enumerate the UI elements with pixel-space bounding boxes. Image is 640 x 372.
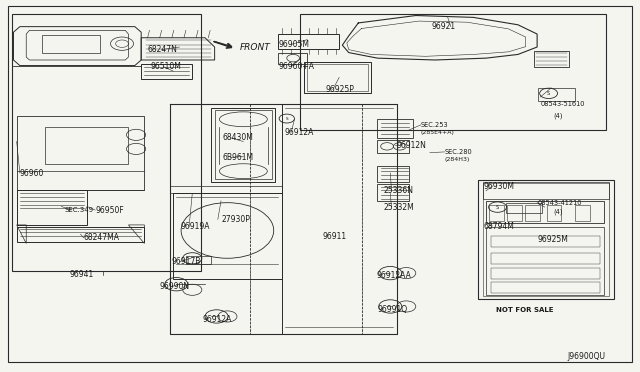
Bar [525,205,540,221]
Bar [486,201,604,223]
Text: SEC.253: SEC.253 [421,122,449,128]
Text: 08543-51610: 08543-51610 [540,102,585,108]
Text: 96925M: 96925M [537,235,568,244]
Text: 96921: 96921 [432,22,456,31]
Bar [17,116,145,190]
Text: 96919A: 96919A [180,222,211,231]
Text: SEC.349: SEC.349 [65,207,93,213]
Text: 6B961M: 6B961M [223,153,254,162]
Bar [300,14,606,131]
Text: 96960+A: 96960+A [278,62,314,71]
Text: 96912A: 96912A [202,315,232,324]
Text: S: S [547,91,550,96]
Bar [483,183,609,296]
Text: 96941: 96941 [70,270,94,279]
Text: 96912AA: 96912AA [376,271,411,280]
Text: (4): (4) [553,209,563,215]
Text: 96917B: 96917B [172,257,201,266]
Text: 27930P: 27930P [221,215,250,224]
Text: 08543-41210: 08543-41210 [537,200,582,206]
Text: SEC.280: SEC.280 [445,149,472,155]
Bar [575,205,590,221]
Bar [507,205,522,221]
Text: 96510M: 96510M [151,62,182,71]
Text: 96912N: 96912N [397,141,426,150]
Text: 96991Q: 96991Q [378,305,408,314]
Bar [45,127,129,164]
Text: J96900QU: J96900QU [568,352,606,361]
Text: FRONT: FRONT [240,43,271,52]
Text: 96960: 96960 [20,169,44,177]
Bar [491,267,600,279]
Bar [486,227,604,295]
Text: 68794M: 68794M [483,221,515,231]
Text: 68247N: 68247N [148,45,177,54]
Bar [491,236,600,247]
Text: NOT FOR SALE: NOT FOR SALE [495,307,553,313]
Text: (284H3): (284H3) [445,157,470,162]
Text: 25336N: 25336N [384,186,414,195]
Text: S: S [496,205,499,210]
Bar [478,180,614,299]
Text: (285E4+A): (285E4+A) [421,130,455,135]
Bar [547,205,561,221]
Bar [483,182,609,199]
Text: 96911: 96911 [323,231,347,241]
Text: 68430M: 68430M [223,133,254,142]
Text: 96930M: 96930M [483,182,515,190]
Bar [489,205,504,221]
Text: 96912A: 96912A [285,128,314,137]
Text: 96950F: 96950F [95,206,124,215]
Bar [491,282,600,293]
Text: 96990N: 96990N [159,282,189,291]
Text: 96925P: 96925P [325,85,354,94]
Text: 68247MA: 68247MA [84,233,120,243]
Bar [491,253,600,264]
Text: 96905M: 96905M [278,40,310,49]
Text: 25332M: 25332M [384,203,415,212]
Text: (4): (4) [553,112,563,119]
Bar [12,14,200,271]
Text: S: S [285,116,288,121]
